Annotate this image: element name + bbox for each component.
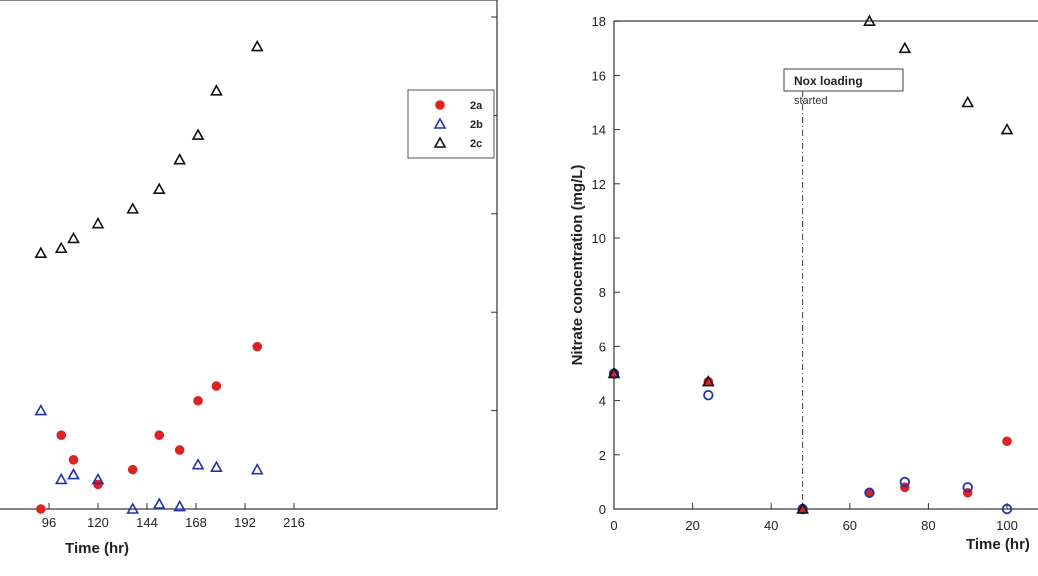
- right-y-tick-label: 14: [592, 123, 606, 138]
- left-point-2a: [154, 430, 165, 441]
- left-point-2b: [173, 499, 187, 512]
- left-point-2c: [191, 128, 205, 140]
- right-y-tick-label: 18: [592, 14, 606, 29]
- right-point-series-2: [796, 502, 809, 514]
- right-x-axis-label: Time (hr): [966, 536, 1030, 553]
- left-point-2b: [91, 472, 105, 485]
- right-y-axis-label: Nitrate concentration (mg/L): [569, 165, 586, 366]
- left-point-2b: [250, 462, 264, 475]
- annotation-box: [783, 68, 904, 92]
- left-point-2b: [191, 458, 205, 470]
- right-point-series-1: [703, 389, 714, 401]
- legend-label-2a: 2a: [470, 100, 483, 112]
- left-x-tick-label: 144: [136, 515, 158, 530]
- left-point-2a: [93, 479, 103, 490]
- left-point-2b: [126, 502, 140, 514]
- left-point-2a: [252, 341, 263, 352]
- right-panel: 0 2 4 6 8 10 12 14 16 18 0 20 40 60 80 100 Nox loading …: [569, 14, 1038, 553]
- left-point-2b: [210, 460, 223, 472]
- left-point-2c: [152, 182, 166, 194]
- right-point-series-2: [863, 14, 876, 27]
- left-point-2a: [174, 445, 185, 455]
- left-x-axis-label: Time (hr): [65, 540, 129, 557]
- legend-label-2b: 2b: [470, 119, 483, 131]
- legend-marker-2a: [435, 100, 445, 110]
- right-x-tick-label: 80: [921, 518, 935, 533]
- right-point-series-2: [898, 41, 912, 54]
- left-point-2c: [67, 231, 80, 244]
- left-point-2a: [211, 381, 222, 391]
- annotation: Nox loading started: [783, 68, 904, 509]
- right-point-series-1: [899, 476, 911, 488]
- annotation-label: Nox loading: [794, 74, 863, 88]
- right-plot-frame: [613, 20, 1038, 510]
- left-point-2c: [91, 216, 105, 229]
- right-point-series-2: [1000, 122, 1014, 135]
- left-x-tick-label: 168: [185, 515, 207, 530]
- right-y-tick-label: 6: [599, 339, 606, 354]
- left-x-tick-label: 216: [283, 515, 305, 530]
- left-point-2b: [54, 472, 68, 485]
- right-point-series-1: [962, 482, 973, 493]
- right-x-tick-label: 60: [843, 518, 857, 533]
- right-point-series-0: [1002, 436, 1012, 447]
- left-point-2a: [127, 464, 138, 475]
- right-y-tick-label: 2: [599, 448, 606, 463]
- left-x-tick-label: 96: [42, 515, 56, 530]
- right-point-series-2: [961, 95, 975, 108]
- right-point-series-1: [1001, 503, 1013, 515]
- annotation-sublabel: started: [794, 95, 828, 107]
- left-plot-frame: [0, 0, 498, 510]
- left-point-2c: [250, 39, 264, 52]
- right-y-tick-label: 4: [599, 394, 606, 409]
- right-x-tick-label: 100: [996, 518, 1018, 533]
- left-point-2c: [34, 246, 48, 258]
- left-point-2c: [210, 84, 223, 96]
- legend-box: [407, 89, 495, 159]
- left-point-2c: [173, 153, 187, 165]
- left-point-2a: [193, 395, 203, 406]
- legend-label-2c: 2c: [470, 138, 482, 150]
- left-x-tick-label: 120: [87, 515, 109, 530]
- right-point-series-2: [701, 374, 715, 387]
- right-x-tick-label: 0: [610, 518, 617, 533]
- left-point-2b: [152, 497, 166, 509]
- left-x-tick-label: 192: [234, 515, 256, 530]
- left-panel: 96 120 144 168 192 216 Time (hr) 2a 2b 2c: [0, 0, 498, 557]
- left-point-2a: [36, 504, 46, 514]
- left-point-2a: [56, 430, 67, 441]
- legend: 2a 2b 2c: [407, 89, 495, 159]
- left-point-2b: [34, 403, 48, 416]
- right-point-series-2: [607, 366, 621, 379]
- right-y-tick-label: 16: [592, 68, 606, 83]
- left-point-2b: [67, 467, 80, 480]
- right-x-tick-label: 20: [685, 518, 699, 533]
- right-y-tick-label: 10: [592, 231, 606, 246]
- right-y-tick-label: 0: [599, 502, 606, 517]
- legend-marker-2c: [433, 136, 447, 148]
- right-x-tick-label: 40: [764, 518, 778, 533]
- right-y-tick-label: 12: [592, 177, 606, 192]
- right-y-tick-label: 8: [599, 285, 606, 300]
- left-point-2a: [68, 455, 79, 465]
- right-point-series-1: [864, 487, 875, 498]
- left-point-2c: [126, 202, 140, 214]
- left-point-2c: [54, 241, 68, 254]
- legend-marker-2b: [433, 117, 447, 129]
